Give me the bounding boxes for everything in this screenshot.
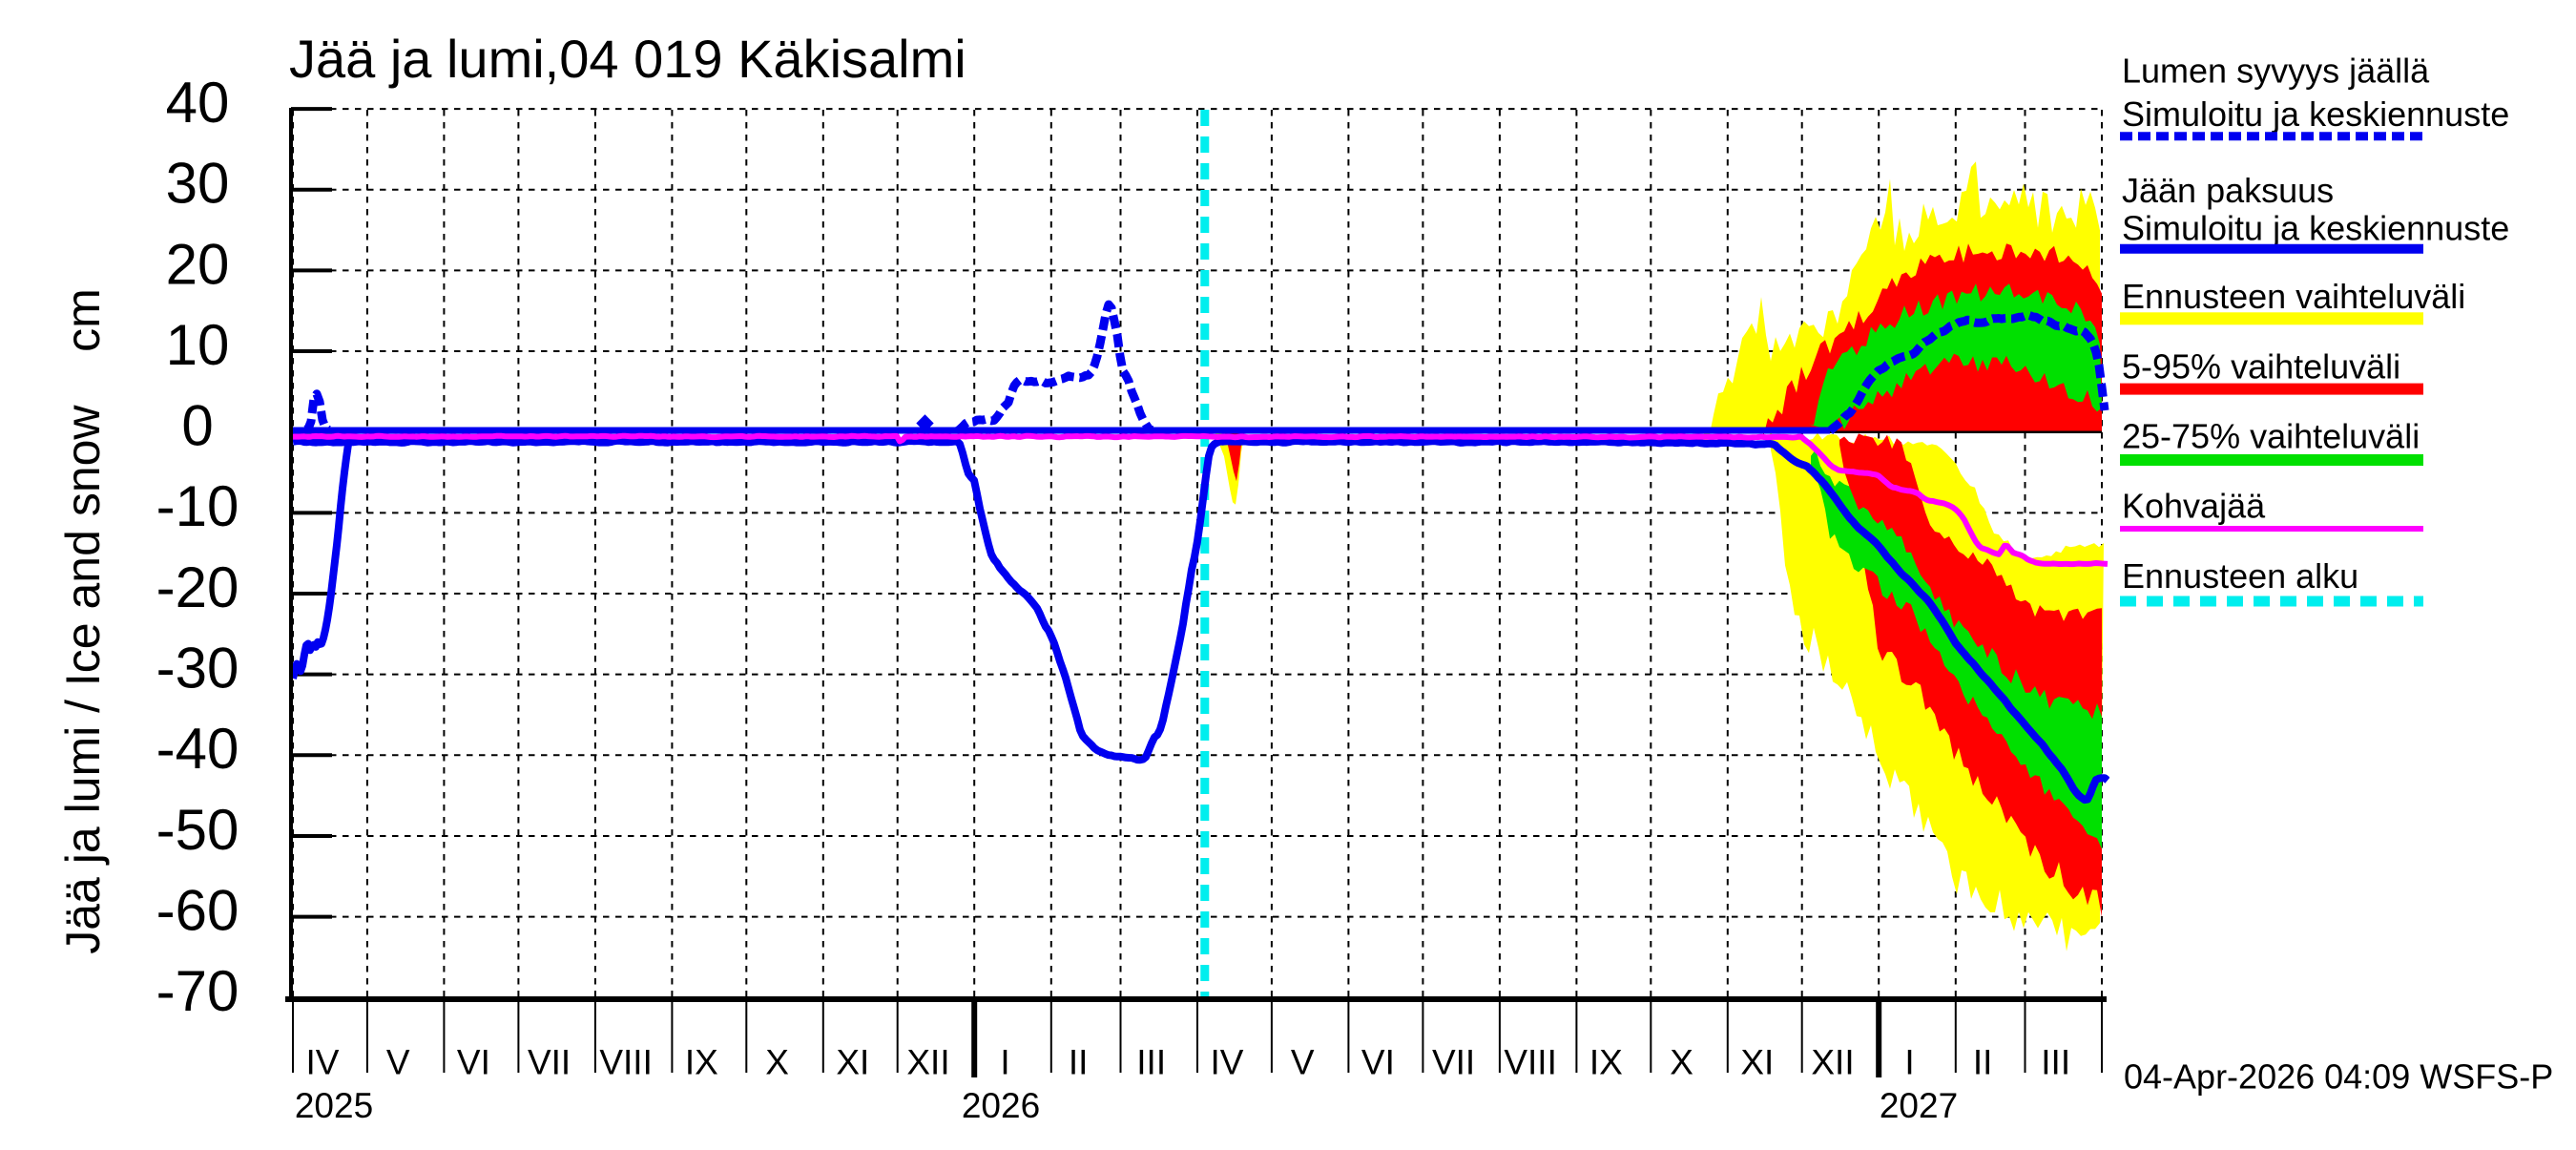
svg-text:Lumen syvyys jäällä: Lumen syvyys jäällä xyxy=(2122,52,2430,91)
svg-text:2027: 2027 xyxy=(1880,1086,1958,1125)
svg-text:10: 10 xyxy=(166,313,230,377)
svg-text:I: I xyxy=(1000,1043,1009,1082)
svg-text:IV: IV xyxy=(306,1043,340,1082)
svg-text:Ennusteen vaihteluväli: Ennusteen vaihteluväli xyxy=(2122,277,2465,316)
svg-text:VIII: VIII xyxy=(599,1043,653,1082)
svg-text:Jään paksuus: Jään paksuus xyxy=(2122,171,2334,210)
svg-text:XI: XI xyxy=(836,1043,869,1082)
svg-text:IV: IV xyxy=(1211,1043,1244,1082)
svg-text:20: 20 xyxy=(166,232,230,296)
svg-text:2025: 2025 xyxy=(295,1086,373,1125)
svg-text:04-Apr-2026 04:09 WSFS-P: 04-Apr-2026 04:09 WSFS-P xyxy=(2124,1057,2553,1097)
svg-text:-50: -50 xyxy=(156,798,239,862)
svg-text:2026: 2026 xyxy=(962,1086,1040,1125)
svg-text:5-95% vaihteluväli: 5-95% vaihteluväli xyxy=(2122,347,2400,387)
svg-text:25-75% vaihteluväli: 25-75% vaihteluväli xyxy=(2122,417,2420,456)
svg-text:Ennusteen alku: Ennusteen alku xyxy=(2122,556,2358,596)
svg-text:Kohvajää: Kohvajää xyxy=(2122,487,2266,526)
svg-text:V: V xyxy=(386,1043,410,1082)
svg-text:I: I xyxy=(1904,1043,1914,1082)
svg-text:-60: -60 xyxy=(156,879,239,943)
svg-text:Simuloitu ja keskiennuste: Simuloitu ja keskiennuste xyxy=(2122,209,2509,248)
svg-text:X: X xyxy=(1670,1043,1693,1082)
svg-text:-40: -40 xyxy=(156,717,239,781)
svg-text:III: III xyxy=(2041,1043,2070,1082)
svg-text:-30: -30 xyxy=(156,637,239,700)
svg-text:VIII: VIII xyxy=(1504,1043,1557,1082)
svg-text:30: 30 xyxy=(166,152,230,216)
svg-text:XII: XII xyxy=(906,1043,949,1082)
svg-text:III: III xyxy=(1136,1043,1166,1082)
svg-text:Simuloitu ja keskiennuste: Simuloitu ja keskiennuste xyxy=(2122,94,2509,134)
svg-text:0: 0 xyxy=(181,394,213,458)
svg-text:-20: -20 xyxy=(156,555,239,619)
svg-text:Jää ja lumi,04 019 Käkisalmi: Jää ja lumi,04 019 Käkisalmi xyxy=(289,29,966,89)
svg-text:XI: XI xyxy=(1740,1043,1774,1082)
svg-text:X: X xyxy=(765,1043,789,1082)
svg-text:IX: IX xyxy=(685,1043,718,1082)
svg-text:V: V xyxy=(1291,1043,1315,1082)
svg-text:VI: VI xyxy=(457,1043,490,1082)
svg-text:II: II xyxy=(1973,1043,1993,1082)
svg-text:Jää ja lumi / Ice and snow: Jää ja lumi / Ice and snow cm xyxy=(56,288,110,954)
svg-text:VII: VII xyxy=(528,1043,571,1082)
svg-text:II: II xyxy=(1069,1043,1089,1082)
svg-text:IX: IX xyxy=(1589,1043,1623,1082)
svg-text:XII: XII xyxy=(1811,1043,1854,1082)
svg-text:-10: -10 xyxy=(156,474,239,538)
svg-text:-70: -70 xyxy=(156,959,239,1023)
svg-text:VI: VI xyxy=(1361,1043,1395,1082)
svg-text:40: 40 xyxy=(166,71,230,135)
svg-text:VII: VII xyxy=(1432,1043,1475,1082)
